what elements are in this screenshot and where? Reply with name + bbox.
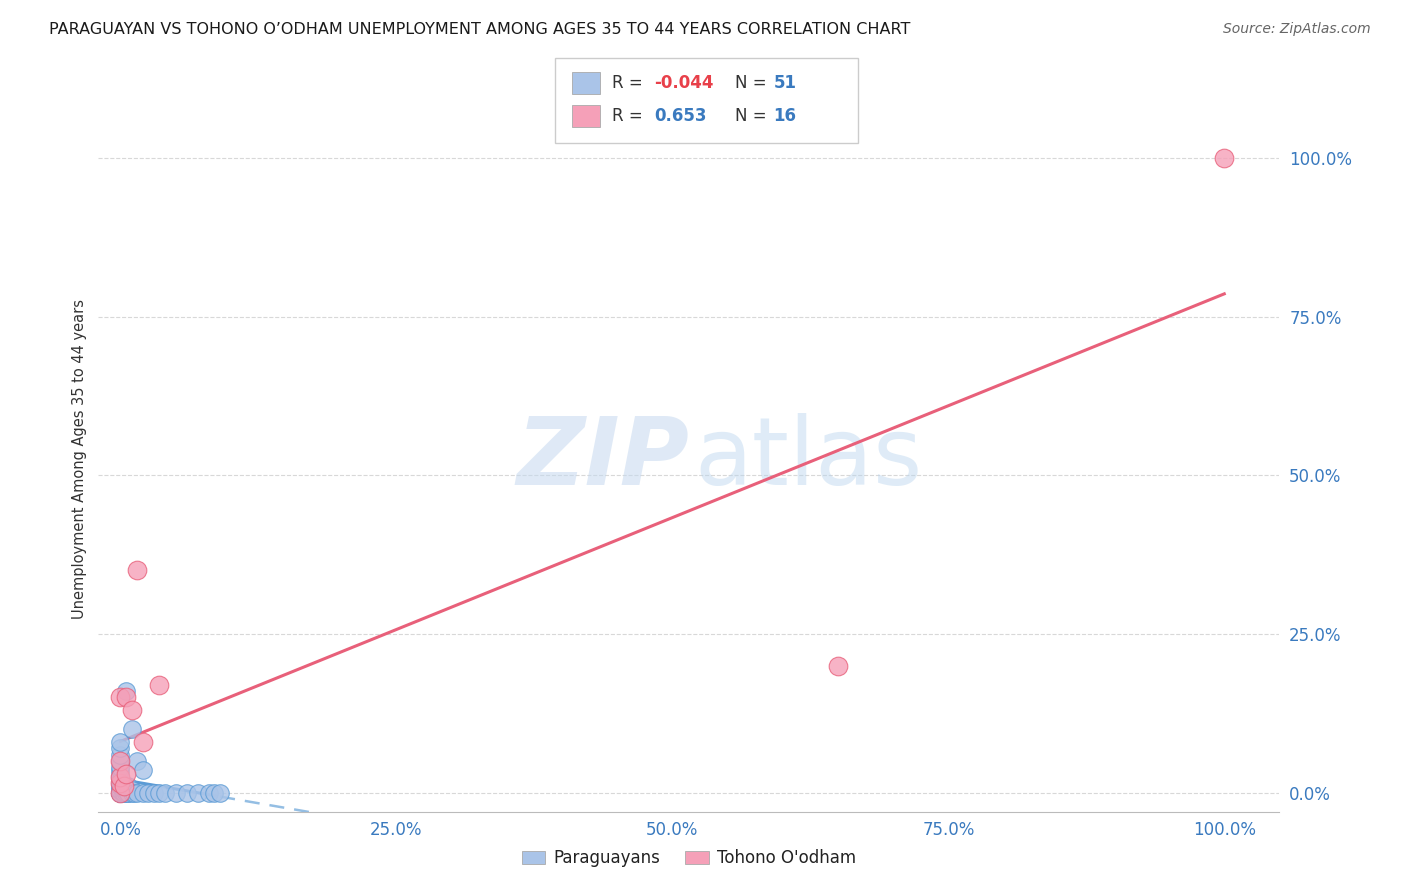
Point <box>115 690 138 705</box>
Point <box>110 780 132 794</box>
Text: Source: ZipAtlas.com: Source: ZipAtlas.com <box>1223 22 1371 37</box>
Point <box>112 786 135 800</box>
Point <box>112 780 135 794</box>
Point <box>131 764 153 778</box>
Point <box>121 722 143 736</box>
Point <box>111 786 134 800</box>
Point <box>117 780 139 794</box>
Point <box>131 735 153 749</box>
Point <box>208 786 231 800</box>
Point <box>110 782 132 797</box>
Point <box>110 786 132 800</box>
Point <box>125 564 148 578</box>
Text: ZIP: ZIP <box>516 413 689 506</box>
Point <box>202 786 225 800</box>
Text: 0.653: 0.653 <box>654 107 706 125</box>
Point <box>110 786 132 800</box>
Point <box>148 678 170 692</box>
Point <box>110 770 132 784</box>
Point <box>110 690 132 705</box>
Point <box>153 786 176 800</box>
Point <box>827 658 849 673</box>
Point <box>1213 151 1236 165</box>
Point <box>110 786 132 800</box>
Text: -0.044: -0.044 <box>654 74 713 92</box>
Point <box>110 760 132 774</box>
Point <box>110 786 132 800</box>
Point <box>110 786 132 800</box>
Text: 16: 16 <box>773 107 796 125</box>
Point <box>121 782 143 797</box>
Point <box>110 754 132 768</box>
Point <box>110 776 132 790</box>
Point <box>125 754 148 768</box>
Point <box>110 772 132 787</box>
Point <box>110 754 132 768</box>
Point <box>136 786 159 800</box>
Point <box>110 747 132 762</box>
Text: atlas: atlas <box>695 413 924 506</box>
Point <box>110 786 132 800</box>
Point <box>117 786 139 800</box>
Point <box>131 786 153 800</box>
Point <box>125 786 148 800</box>
Point <box>122 786 145 800</box>
Text: N =: N = <box>735 74 772 92</box>
Point <box>117 786 139 800</box>
Point <box>110 770 132 784</box>
Point <box>110 766 132 780</box>
Text: N =: N = <box>735 107 772 125</box>
Point <box>110 786 132 800</box>
Point <box>112 782 135 797</box>
Point <box>115 786 138 800</box>
Point <box>121 786 143 800</box>
Point <box>110 741 132 756</box>
Point <box>110 776 132 790</box>
Text: R =: R = <box>612 74 648 92</box>
Text: R =: R = <box>612 107 652 125</box>
Point <box>110 780 132 794</box>
Point <box>148 786 170 800</box>
Point <box>110 764 132 778</box>
Point <box>112 780 135 794</box>
Point <box>176 786 198 800</box>
Point <box>115 780 138 794</box>
Point <box>115 782 138 797</box>
Point <box>110 786 132 800</box>
Legend: Paraguayans, Tohono O'odham: Paraguayans, Tohono O'odham <box>515 843 863 874</box>
Point <box>187 786 209 800</box>
Point <box>165 786 187 800</box>
Point <box>115 684 138 698</box>
Point <box>142 786 165 800</box>
Point <box>198 786 221 800</box>
Point <box>115 766 138 780</box>
Point <box>121 703 143 717</box>
Point <box>110 782 132 797</box>
Point <box>110 786 132 800</box>
Text: PARAGUAYAN VS TOHONO O’ODHAM UNEMPLOYMENT AMONG AGES 35 TO 44 YEARS CORRELATION : PARAGUAYAN VS TOHONO O’ODHAM UNEMPLOYMEN… <box>49 22 911 37</box>
Text: 51: 51 <box>773 74 796 92</box>
Y-axis label: Unemployment Among Ages 35 to 44 years: Unemployment Among Ages 35 to 44 years <box>72 300 87 619</box>
Point <box>110 735 132 749</box>
